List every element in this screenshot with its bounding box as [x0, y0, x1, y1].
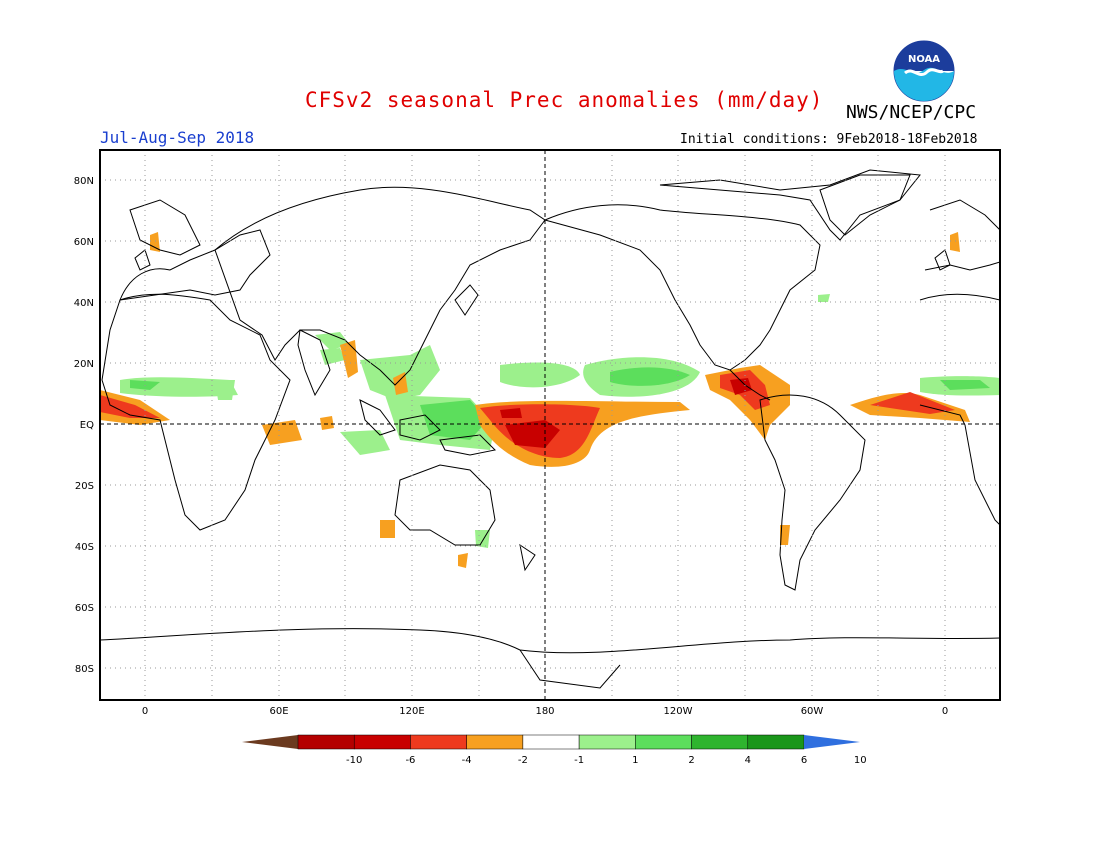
forecast-period: Jul-Aug-Sep 2018 — [100, 128, 255, 147]
graticule — [100, 150, 1000, 700]
agency-label: NWS/NCEP/CPC — [846, 102, 977, 123]
colorbar-label: -6 — [405, 755, 415, 766]
latitude-labels: 80N 60N 40N 20N EQ 20S 40S 60S 80S — [74, 176, 94, 675]
wet-anomaly-strong-regions — [130, 367, 990, 440]
colorbar-swatch — [297, 734, 355, 750]
colorbar-label: -4 — [462, 755, 472, 766]
logo-text: NOAA — [908, 54, 940, 65]
lon-label: 0 — [942, 706, 948, 717]
colorbar-arrow-low — [242, 735, 298, 749]
colorbar-swatch — [578, 734, 636, 750]
colorbar-swatch — [410, 734, 467, 750]
lat-label: 80N — [74, 176, 94, 187]
colorbar: -10 -6 -4 -2 -1 1 2 4 6 10 — [242, 734, 867, 766]
lon-label: 60W — [801, 706, 824, 717]
colorbar-label: -1 — [574, 755, 584, 766]
colorbar-label: -2 — [518, 755, 528, 766]
lat-label: EQ — [80, 420, 94, 431]
colorbar-label: 4 — [745, 755, 751, 766]
map-frame — [99, 149, 1001, 701]
lon-label: 0 — [142, 706, 148, 717]
initial-conditions: Initial conditions: 9Feb2018-18Feb2018 — [680, 132, 978, 147]
dry-anomaly-severe-regions — [500, 378, 752, 448]
colorbar-swatch — [747, 734, 805, 750]
colorbar-label: 1 — [632, 755, 638, 766]
colorbar-swatch — [353, 734, 411, 750]
lon-label: 120E — [399, 706, 424, 717]
colorbar-swatch — [466, 734, 524, 750]
colorbar-swatch — [691, 734, 749, 750]
lat-label: 40S — [75, 542, 94, 553]
colorbar-label: 2 — [688, 755, 694, 766]
colorbar-label: 10 — [854, 755, 867, 766]
lat-label: 80S — [75, 664, 94, 675]
lat-label: 20S — [75, 481, 94, 492]
lat-label: 60N — [74, 237, 94, 248]
lat-label: 20N — [74, 359, 94, 370]
coastlines — [100, 169, 1000, 689]
colorbar-label: 6 — [801, 755, 807, 766]
noaa-logo: NOAA — [893, 40, 955, 102]
colorbar-swatch — [522, 734, 580, 750]
lon-label: 120W — [664, 706, 693, 717]
chart-title: CFSv2 seasonal Prec anomalies (mm/day) — [305, 88, 824, 112]
colorbar-arrow-high — [804, 735, 860, 749]
lon-label: 60E — [269, 706, 288, 717]
lat-label: 40N — [74, 298, 94, 309]
colorbar-swatch — [635, 734, 692, 750]
lat-label: 60S — [75, 603, 94, 614]
colorbar-label: -10 — [346, 755, 362, 766]
lon-label: 180 — [535, 706, 554, 717]
longitude-labels: 0 60E 120E 180 120W 60W 0 — [142, 706, 948, 717]
